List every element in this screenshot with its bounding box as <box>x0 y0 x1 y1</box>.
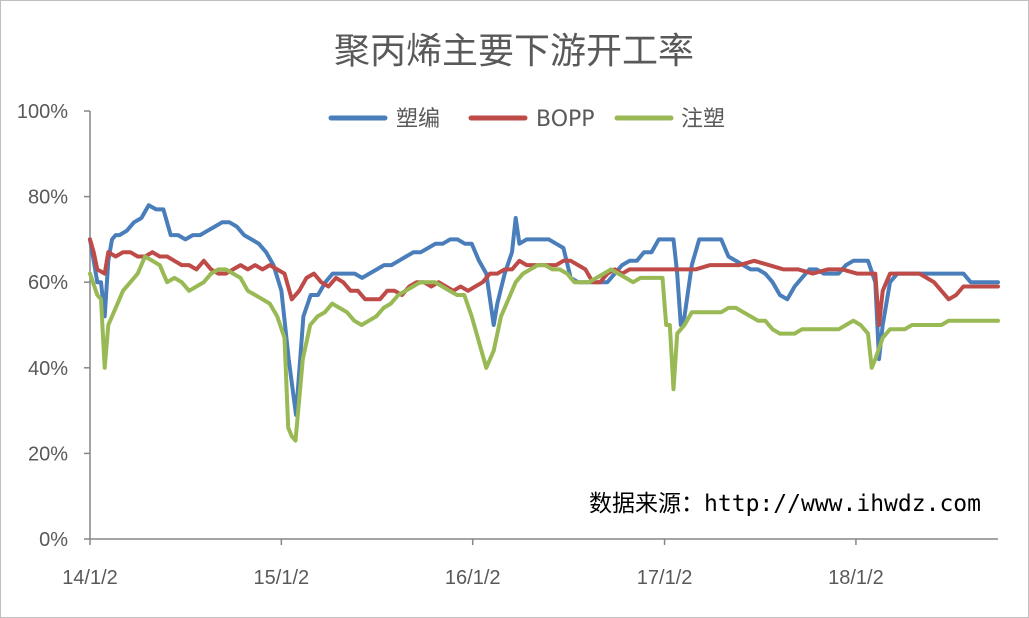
x-tick-label: 14/1/2 <box>62 567 118 589</box>
y-tick-label: 60% <box>28 272 68 294</box>
x-tick-label: 17/1/2 <box>637 567 693 589</box>
y-tick-label: 80% <box>28 187 68 209</box>
y-tick-labels: 0% 20% 40% 60% 80% 100% <box>17 101 90 551</box>
y-tick-label: 40% <box>28 358 68 380</box>
series-line-0 <box>88 203 1000 417</box>
y-tick-label: 0% <box>39 529 68 551</box>
x-tick-label: 16/1/2 <box>445 567 501 589</box>
x-tick-label: 15/1/2 <box>254 567 310 589</box>
source-note: 数据来源：http://www.ihwdz.com <box>589 491 981 517</box>
chart-title: 聚丙烯主要下游开工率 <box>334 31 694 72</box>
legend: 塑编 BOPP 注塑 <box>328 107 725 132</box>
legend-label-0: 塑编 <box>396 107 440 132</box>
y-tick-label: 100% <box>17 101 68 123</box>
legend-label-1: BOPP <box>536 107 595 132</box>
x-tick-label: 18/1/2 <box>828 567 884 589</box>
series-line-2 <box>88 254 1000 443</box>
x-tick-labels: 14/1/2 15/1/2 16/1/2 17/1/2 18/1/2 <box>62 539 884 589</box>
series-lines <box>88 203 1000 443</box>
y-tick-label: 20% <box>28 443 68 465</box>
legend-label-2: 注塑 <box>681 107 725 132</box>
series-line-1 <box>88 237 1000 327</box>
axes <box>89 111 998 540</box>
